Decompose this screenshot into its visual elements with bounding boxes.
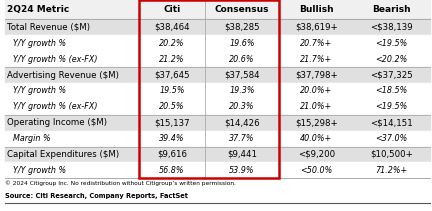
Text: <18.5%: <18.5% bbox=[375, 87, 408, 95]
Text: 53.9%: 53.9% bbox=[229, 166, 255, 175]
Bar bbox=[5, 83, 430, 99]
Text: 56.8%: 56.8% bbox=[159, 166, 184, 175]
Text: $14,426: $14,426 bbox=[224, 118, 260, 127]
Bar bbox=[5, 162, 430, 178]
Text: 19.3%: 19.3% bbox=[229, 87, 255, 95]
Bar bbox=[5, 51, 430, 67]
Text: <$37,325: <$37,325 bbox=[370, 70, 413, 80]
Bar bbox=[5, 146, 430, 162]
Text: 20.2%: 20.2% bbox=[159, 39, 184, 48]
Text: <$9,200: <$9,200 bbox=[298, 150, 335, 159]
Bar bbox=[5, 67, 430, 83]
Text: $38,285: $38,285 bbox=[224, 23, 260, 32]
Text: 39.4%: 39.4% bbox=[159, 134, 184, 143]
Bar bbox=[5, 0, 430, 19]
Text: Capital Expenditures ($M): Capital Expenditures ($M) bbox=[7, 150, 119, 159]
Bar bbox=[5, 19, 430, 35]
Text: Consensus: Consensus bbox=[215, 5, 269, 14]
Text: $37,798+: $37,798+ bbox=[295, 70, 338, 80]
Text: $9,616: $9,616 bbox=[157, 150, 187, 159]
Bar bbox=[5, 99, 430, 115]
Text: Y/Y growth %: Y/Y growth % bbox=[13, 166, 66, 175]
Text: Y/Y growth % (ex-FX): Y/Y growth % (ex-FX) bbox=[13, 55, 98, 64]
Text: $15,298+: $15,298+ bbox=[295, 118, 338, 127]
Text: $38,619+: $38,619+ bbox=[295, 23, 338, 32]
Text: $15,137: $15,137 bbox=[154, 118, 190, 127]
Text: 20.5%: 20.5% bbox=[159, 102, 184, 111]
Text: 20.6%: 20.6% bbox=[229, 55, 255, 64]
Text: $10,500+: $10,500+ bbox=[370, 150, 413, 159]
Text: <37.0%: <37.0% bbox=[375, 134, 408, 143]
Text: <$38,139: <$38,139 bbox=[370, 23, 413, 32]
Text: $37,645: $37,645 bbox=[154, 70, 190, 80]
Text: Total Revenue ($M): Total Revenue ($M) bbox=[7, 23, 90, 32]
Bar bbox=[5, 131, 430, 146]
Text: 40.0%+: 40.0%+ bbox=[300, 134, 332, 143]
Text: 20.0%+: 20.0%+ bbox=[300, 87, 332, 95]
Text: <20.2%: <20.2% bbox=[375, 55, 408, 64]
Bar bbox=[5, 115, 430, 131]
Text: $37,584: $37,584 bbox=[224, 70, 260, 80]
Text: Y/Y growth %: Y/Y growth % bbox=[13, 87, 66, 95]
Text: 21.2%: 21.2% bbox=[159, 55, 184, 64]
Text: 2Q24 Metric: 2Q24 Metric bbox=[7, 5, 69, 14]
Text: Bullish: Bullish bbox=[299, 5, 334, 14]
Text: 20.7%+: 20.7%+ bbox=[300, 39, 332, 48]
Text: 71.2%+: 71.2%+ bbox=[375, 166, 408, 175]
Text: © 2024 Citigroup Inc. No redistribution without Citigroup’s written permission.: © 2024 Citigroup Inc. No redistribution … bbox=[5, 180, 236, 186]
Text: 21.7%+: 21.7%+ bbox=[300, 55, 332, 64]
Text: Bearish: Bearish bbox=[372, 5, 411, 14]
Text: Operating Income ($M): Operating Income ($M) bbox=[7, 118, 107, 127]
Text: $38,464: $38,464 bbox=[154, 23, 190, 32]
Text: Source: Citi Research, Company Reports, FactSet: Source: Citi Research, Company Reports, … bbox=[5, 193, 188, 199]
Bar bbox=[5, 35, 430, 51]
Text: Advertising Revenue ($M): Advertising Revenue ($M) bbox=[7, 70, 119, 80]
Bar bbox=[139, 0, 279, 178]
Text: $9,441: $9,441 bbox=[227, 150, 257, 159]
Text: 37.7%: 37.7% bbox=[229, 134, 255, 143]
Text: Y/Y growth % (ex-FX): Y/Y growth % (ex-FX) bbox=[13, 102, 98, 111]
Text: 20.3%: 20.3% bbox=[229, 102, 255, 111]
Text: <19.5%: <19.5% bbox=[375, 39, 408, 48]
Text: Margin %: Margin % bbox=[13, 134, 51, 143]
Text: 19.5%: 19.5% bbox=[159, 87, 184, 95]
Text: <$14,151: <$14,151 bbox=[370, 118, 413, 127]
Text: <19.5%: <19.5% bbox=[375, 102, 408, 111]
Text: Y/Y growth %: Y/Y growth % bbox=[13, 39, 66, 48]
Text: 21.0%+: 21.0%+ bbox=[300, 102, 332, 111]
Text: Citi: Citi bbox=[163, 5, 181, 14]
Text: <50.0%: <50.0% bbox=[300, 166, 332, 175]
Text: 19.6%: 19.6% bbox=[229, 39, 255, 48]
